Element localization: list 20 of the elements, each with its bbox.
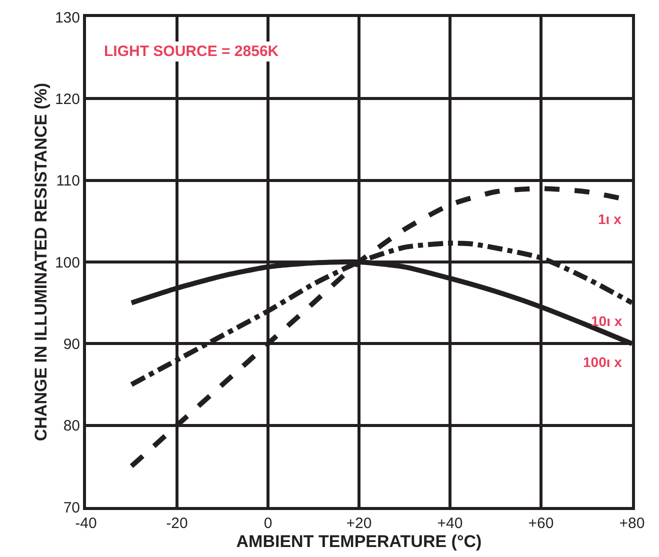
annotation: LIGHT SOURCE = 2856K bbox=[104, 43, 279, 60]
y-tick-label: 110 bbox=[56, 172, 80, 190]
x-tick-label: +40 bbox=[437, 515, 463, 532]
series-label: 1ι x bbox=[598, 211, 622, 227]
x-tick-label: +60 bbox=[528, 515, 554, 532]
y-tick-label: 80 bbox=[63, 418, 80, 435]
x-tick-label: +80 bbox=[619, 515, 645, 532]
y-tick-label: 90 bbox=[63, 336, 80, 353]
x-tick-label: 0 bbox=[264, 515, 272, 532]
y-tick-label: 120 bbox=[54, 90, 80, 108]
y-tick-label: 130 bbox=[54, 9, 80, 26]
x-tick-label: +20 bbox=[346, 515, 372, 532]
series-label: 10ι x bbox=[591, 313, 622, 329]
y-tick-label: 100 bbox=[54, 254, 80, 272]
x-tick-label: -40 bbox=[75, 515, 97, 532]
y-axis-title: CHANGE IN ILLUMINATED RESISTANCE (%) bbox=[32, 82, 51, 442]
y-tick-label: 70 bbox=[63, 499, 80, 516]
x-axis-title: AMBIENT TEMPERATURE (°C) bbox=[236, 532, 482, 551]
x-tick-label: -20 bbox=[166, 515, 188, 532]
series-label: 100ι x bbox=[583, 354, 622, 370]
